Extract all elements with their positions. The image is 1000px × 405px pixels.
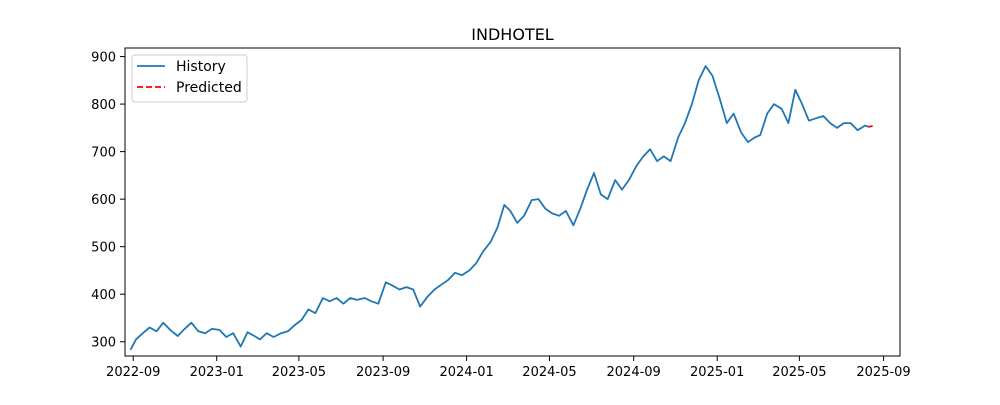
y-axis: 300 400 500 600 700 800 900 [91, 51, 125, 351]
legend: History Predicted [131, 54, 248, 103]
series-line-predicted [868, 125, 873, 128]
y-tick-label: 700 [91, 146, 116, 161]
x-tick-label: 2025-01 [690, 365, 744, 380]
chart-title: INDHOTEL [471, 25, 554, 44]
series-line-history [129, 65, 869, 351]
x-tick-label: 2023-05 [272, 365, 326, 380]
x-tick-label: 2024-05 [522, 365, 576, 380]
y-tick-label: 900 [91, 51, 116, 66]
plot-area-frame [124, 47, 901, 357]
y-tick-label: 600 [91, 193, 116, 208]
x-axis: 2022-09 2023-01 2023-05 2023-09 2024-01 2024-… [106, 356, 911, 380]
y-tick-label: 800 [91, 98, 116, 113]
x-tick-label: 2022-09 [106, 365, 160, 380]
x-tick-label: 2023-09 [356, 365, 410, 380]
x-tick-label: 2023-01 [190, 365, 244, 380]
x-tick-label: 2024-09 [607, 365, 661, 380]
y-tick-label: 400 [91, 288, 116, 303]
y-tick-label: 300 [91, 336, 116, 351]
legend-history-label: History [176, 59, 226, 75]
x-tick-label: 2025-09 [856, 365, 910, 380]
y-tick-label: 500 [91, 241, 116, 256]
x-tick-label: 2025-05 [772, 365, 826, 380]
legend-predicted-label: Predicted [176, 80, 242, 96]
x-tick-label: 2024-01 [439, 365, 493, 380]
